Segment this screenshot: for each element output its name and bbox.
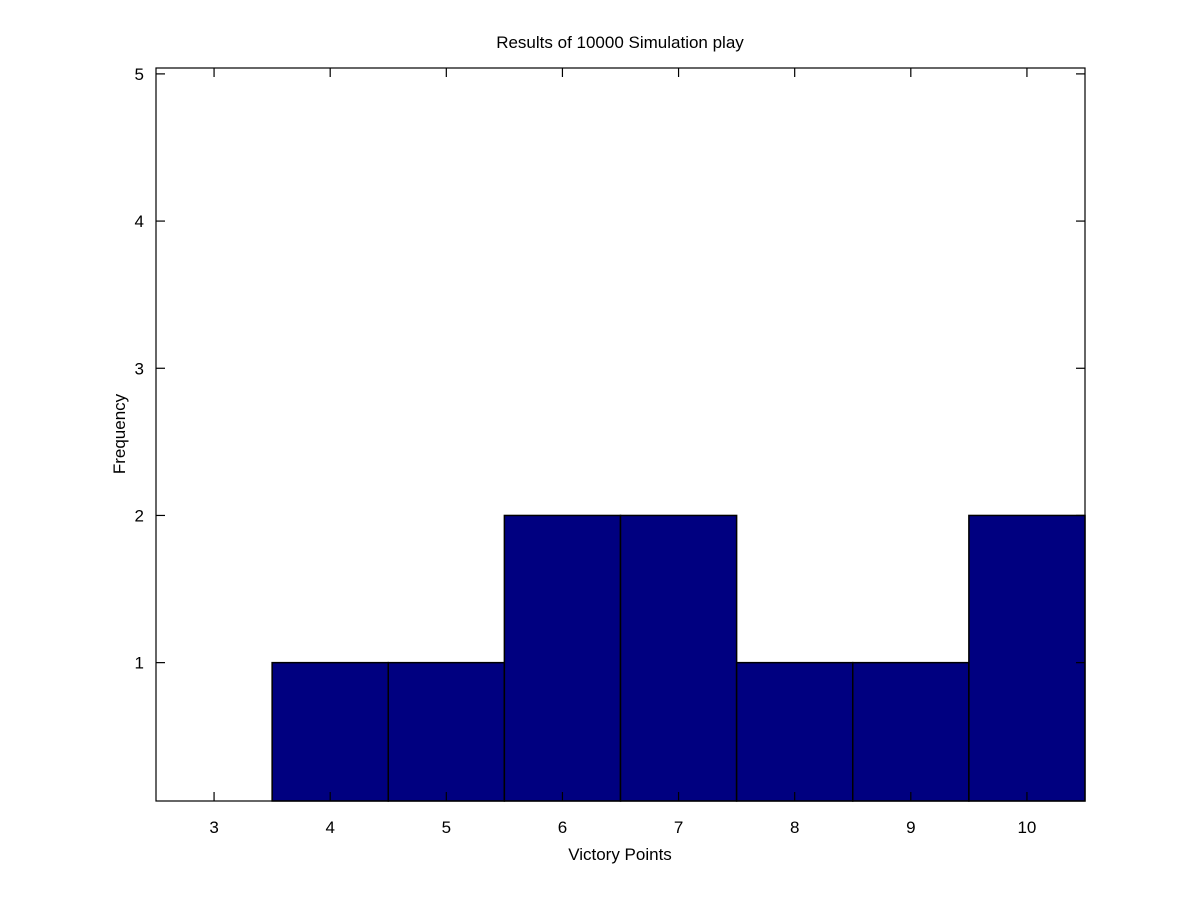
- bar-8: [735, 661, 854, 802]
- y-tick-label-5: 5: [135, 65, 144, 84]
- y-axis-label: Frequency: [110, 393, 129, 474]
- y-tick-label-3: 3: [135, 359, 144, 378]
- y-tick-label-2: 2: [135, 506, 144, 525]
- bar-5: [387, 661, 506, 802]
- x-tick-label-8: 8: [790, 818, 799, 837]
- plot-frame: [155, 67, 1086, 802]
- x-tick-label-9: 9: [906, 818, 915, 837]
- x-tick-label-6: 6: [558, 818, 567, 837]
- x-axis-label: Victory Points: [568, 845, 672, 864]
- bar-10: [968, 514, 1086, 802]
- x-tick-labels: 3 4 5 6 7 8 9 10: [209, 818, 1036, 837]
- bar-4: [271, 661, 389, 802]
- y-tick-label-4: 4: [135, 212, 144, 231]
- bar-6: [503, 514, 622, 802]
- y-tick-label-1: 1: [135, 654, 144, 673]
- bars-layer: [271, 514, 1086, 802]
- x-tick-label-4: 4: [325, 818, 334, 837]
- x-tick-label-7: 7: [674, 818, 683, 837]
- ticks-layer: [156, 68, 1085, 801]
- x-tick-label-10: 10: [1017, 818, 1036, 837]
- x-tick-label-5: 5: [442, 818, 451, 837]
- bar-7: [619, 514, 738, 802]
- bar-9: [852, 661, 970, 802]
- y-tick-labels: 1 2 3 4 5: [135, 65, 144, 673]
- chart-title: Results of 10000 Simulation play: [496, 33, 744, 52]
- x-tick-label-3: 3: [209, 818, 218, 837]
